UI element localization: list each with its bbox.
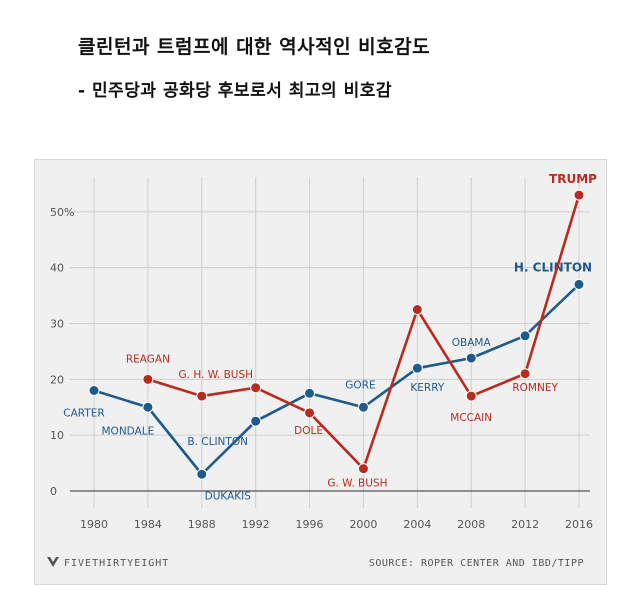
democrat-point xyxy=(250,415,262,427)
x-tick-label: 2016 xyxy=(565,518,593,531)
x-tick-label: 2008 xyxy=(457,518,485,531)
y-tick-label: 40 xyxy=(50,262,64,275)
democrat-point xyxy=(142,401,154,413)
democrat-data-label: H. CLINTON xyxy=(514,260,592,274)
x-tick-label: 1992 xyxy=(242,518,270,531)
y-tick-label: 0 xyxy=(50,485,57,498)
x-tick-label: 1984 xyxy=(134,518,162,531)
democrat-point xyxy=(573,278,585,290)
x-tick-label: 1988 xyxy=(188,518,216,531)
republican-data-label: G. H. W. BUSH xyxy=(179,369,254,381)
democrat-point xyxy=(88,385,100,396)
democrat-data-label: KERRY xyxy=(410,382,444,394)
republican-data-label: G. W. BUSH xyxy=(327,478,387,490)
republican-point xyxy=(411,304,423,316)
source-label: SOURCE: ROPER CENTER AND IBD/TIPP xyxy=(368,558,584,569)
democrat-data-label: GORE xyxy=(345,379,375,391)
chart-panel xyxy=(34,159,607,585)
brand-label: FIVETHIRTYEIGHT xyxy=(64,558,170,569)
y-tick-label: 50% xyxy=(50,206,74,219)
democrat-data-label: MONDALE xyxy=(102,425,155,437)
republican-point xyxy=(357,463,369,475)
democrat-data-label: OBAMA xyxy=(452,337,492,349)
republican-point xyxy=(250,382,262,394)
page-subtitle: - 민주당과 공화당 후보로서 최고의 비호감 xyxy=(78,81,393,101)
republican-data-label: REAGAN xyxy=(126,353,170,365)
republican-point xyxy=(196,390,208,402)
fivethirtyeight-logo-icon xyxy=(47,557,59,567)
x-tick-label: 2000 xyxy=(349,518,377,531)
y-tick-label: 30 xyxy=(50,318,64,331)
republican-data-label: DOLE xyxy=(294,425,323,437)
y-tick-label: 10 xyxy=(50,429,64,442)
democrat-data-label: CARTER xyxy=(63,408,104,420)
republican-point xyxy=(573,189,585,201)
democrat-point xyxy=(357,401,369,413)
democrat-data-label: DUKAKIS xyxy=(205,490,252,502)
democrat-point xyxy=(304,387,316,399)
republican-data-label: MCCAIN xyxy=(450,412,492,424)
republican-point xyxy=(304,407,316,419)
x-tick-label: 2004 xyxy=(403,518,431,531)
x-tick-label: 2012 xyxy=(511,518,539,531)
x-tick-label: 1980 xyxy=(80,518,108,531)
democrat-series-line xyxy=(93,283,580,476)
democrat-point xyxy=(519,330,531,342)
republican-data-label: ROMNEY xyxy=(512,382,558,394)
republican-point xyxy=(519,368,531,380)
democrat-point xyxy=(465,352,477,364)
y-tick-label: 20 xyxy=(50,373,64,386)
democrat-point xyxy=(411,362,423,374)
republican-point xyxy=(465,390,477,402)
democrat-data-label: B. CLINTON xyxy=(187,436,248,448)
republican-point xyxy=(142,373,154,385)
republican-data-label: TRUMP xyxy=(549,172,597,186)
page-title: 클린턴과 트럼프에 대한 역사적인 비호감도 xyxy=(78,36,431,58)
x-tick-label: 1996 xyxy=(296,518,324,531)
democrat-point xyxy=(196,468,208,480)
